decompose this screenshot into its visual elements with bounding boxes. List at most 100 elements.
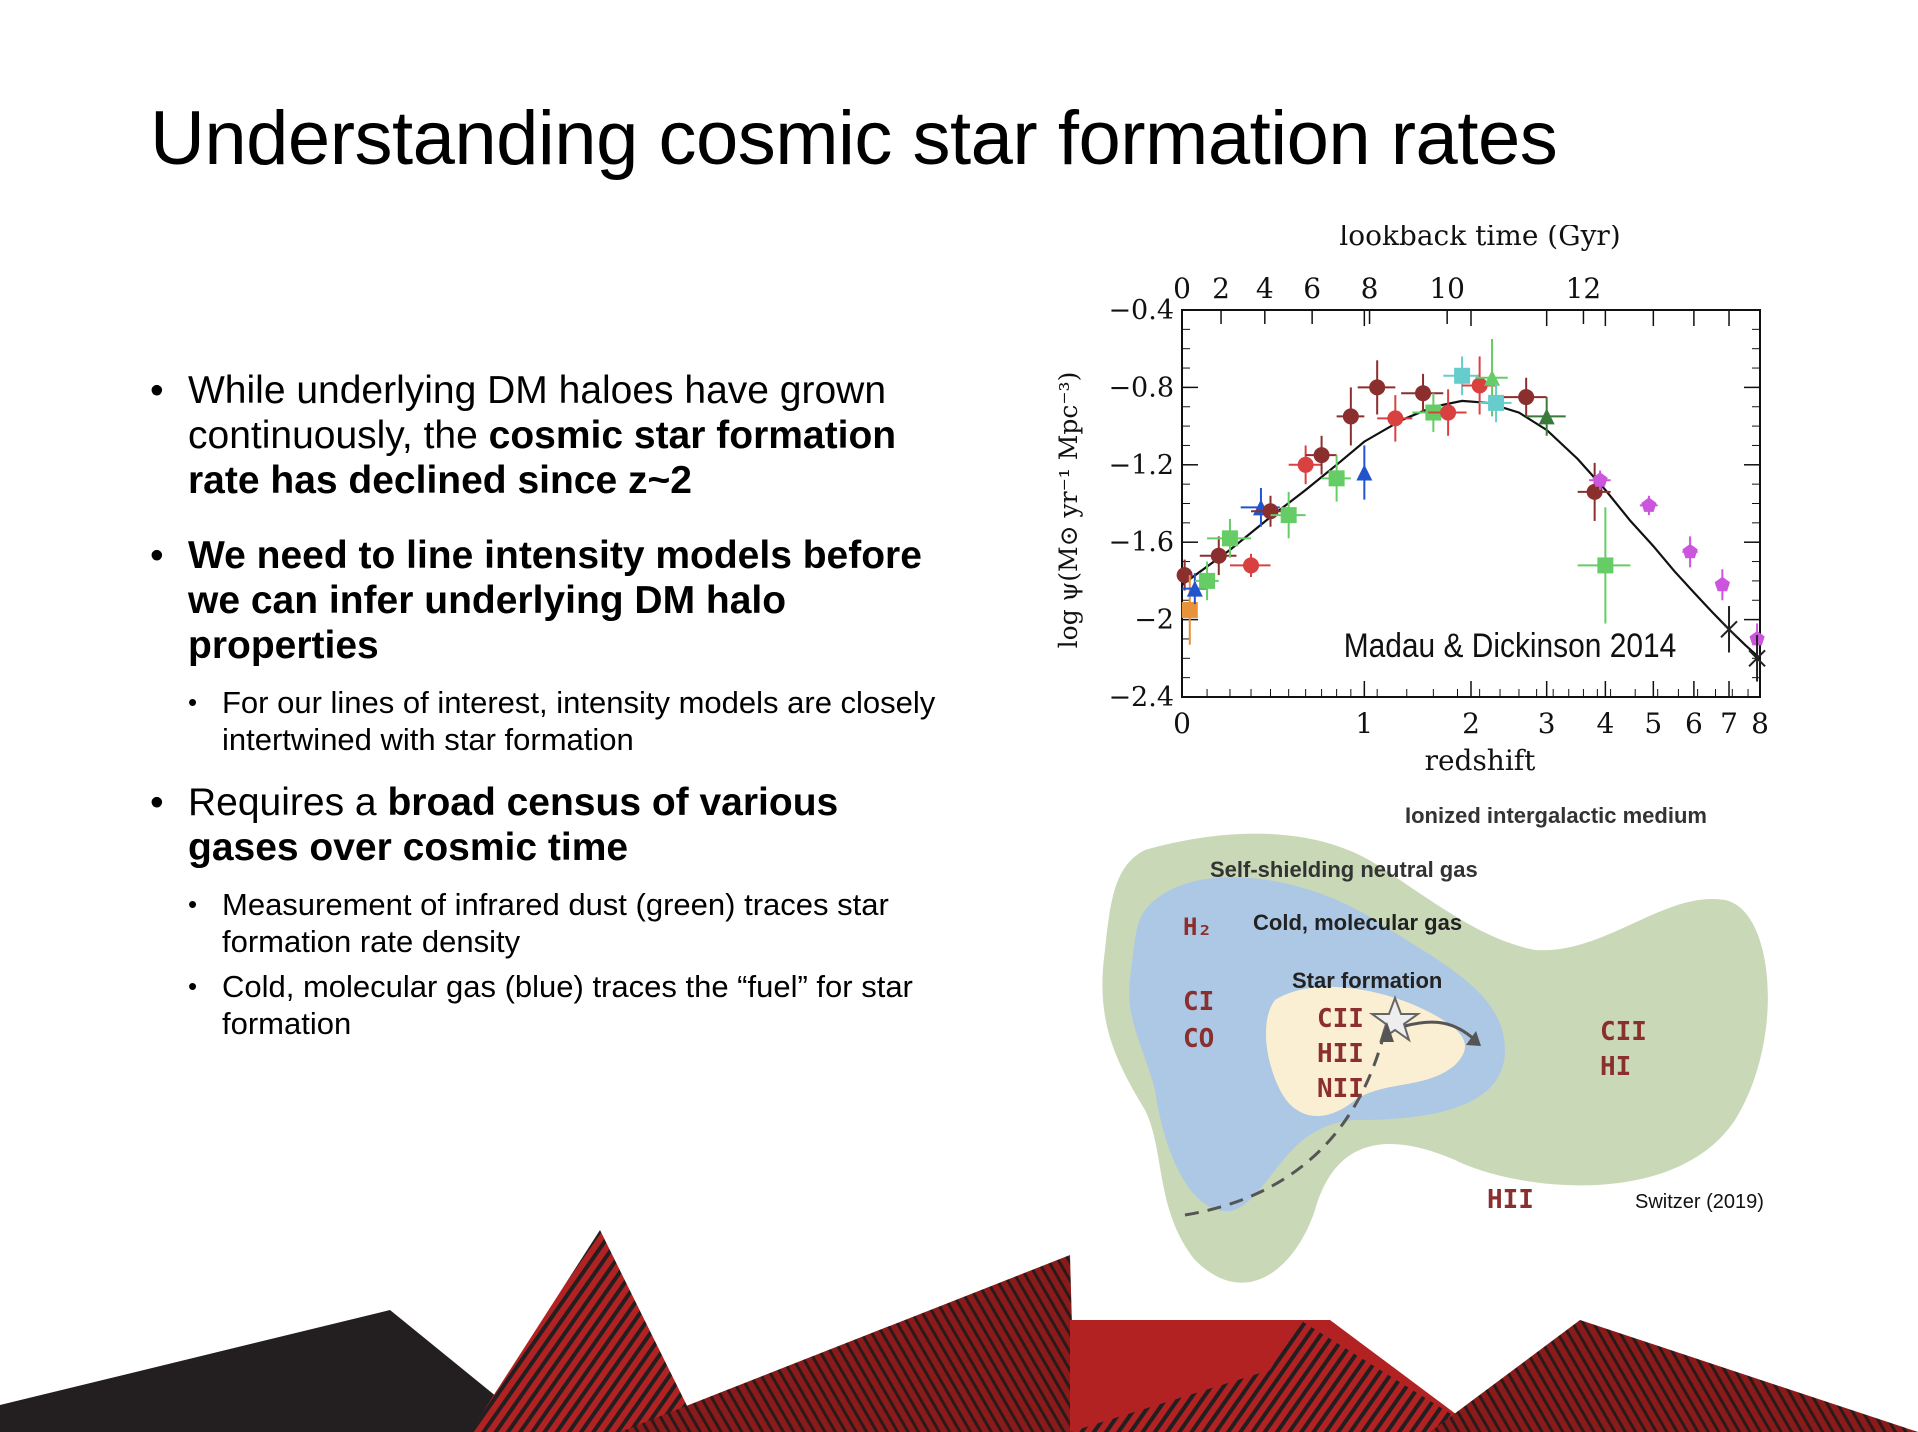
top-axis-label: lookback time (Gyr) xyxy=(1339,225,1620,252)
outflow-arrow xyxy=(1404,1020,1477,1042)
star-icon xyxy=(1368,995,1422,1043)
data-point xyxy=(1428,389,1467,436)
point-marker xyxy=(1369,379,1386,396)
x-tick-label: 7 xyxy=(1720,707,1738,740)
striped-peak-right xyxy=(1430,1320,1918,1432)
point-marker xyxy=(1243,557,1260,574)
chart-annotation: Madau & Dickinson 2014 xyxy=(1344,626,1677,664)
point-marker xyxy=(1641,497,1657,512)
data-point xyxy=(1720,606,1738,653)
data-point xyxy=(1526,397,1566,436)
point-marker xyxy=(1280,507,1297,524)
data-point xyxy=(1714,569,1730,601)
h2-label: H₂ xyxy=(1183,913,1212,941)
y-tick-label: −0.8 xyxy=(1108,372,1174,403)
x-tick-label: 3 xyxy=(1538,707,1556,740)
data-point xyxy=(1639,495,1658,516)
subbullet-text: Measurement of infrared dust (green) tra… xyxy=(222,887,889,959)
top-tick-label: 6 xyxy=(1303,272,1321,305)
data-point xyxy=(1229,553,1271,578)
subbullet-text: For our lines of interest, intensity mod… xyxy=(222,685,936,757)
striped-peak-left xyxy=(470,1230,700,1432)
top-tick-label: 2 xyxy=(1212,272,1230,305)
point-marker xyxy=(1597,557,1614,574)
striped-peak-center xyxy=(1070,1320,1480,1432)
data-point xyxy=(1577,462,1611,521)
data-point xyxy=(1176,559,1193,591)
axis-ticks: 0 1 2 3 4 5 6 7 80 2 4 6 8 10 12−0.4−0.8−1.2−1.6−2−2.4 xyxy=(1108,272,1768,740)
data-point xyxy=(1305,435,1337,475)
molecular-gas-label: Cold, molecular gas xyxy=(1253,910,1462,935)
data-point xyxy=(1181,575,1198,645)
data-point xyxy=(1479,383,1512,423)
subbullet-lines-of-interest: For our lines of interest, intensity mod… xyxy=(150,684,940,758)
sf-hii-label: HII xyxy=(1317,1039,1364,1069)
x-tick-label: 0 xyxy=(1173,707,1191,740)
x-tick-label: 8 xyxy=(1751,707,1769,740)
point-marker xyxy=(1313,447,1330,464)
bullet-dm-haloes: While underlying DM haloes have grown co… xyxy=(150,368,940,503)
dark-peak xyxy=(0,1310,540,1432)
y-tick-label: −0.4 xyxy=(1108,295,1174,326)
point-marker xyxy=(1714,576,1730,592)
point-marker xyxy=(1176,567,1193,584)
ci-label: CI xyxy=(1183,987,1214,1017)
data-point xyxy=(1577,507,1631,624)
bullet-list: While underlying DM haloes have grown co… xyxy=(150,368,940,1072)
x-tick-label: 5 xyxy=(1644,707,1662,740)
data-point xyxy=(1336,387,1365,446)
star-formation-label: Star formation xyxy=(1292,968,1442,993)
bullet-emphasis: broad census of various gases over cosmi… xyxy=(188,781,839,869)
data-point xyxy=(1207,518,1252,558)
data-points-layer xyxy=(1176,339,1766,682)
bullet-text: Requires a xyxy=(188,781,388,824)
point-marker xyxy=(1387,410,1404,427)
data-point xyxy=(1682,536,1698,568)
infall-trajectory-arrow xyxy=(1184,1029,1387,1217)
striped-slope xyxy=(620,1255,1075,1432)
igm-hii-label: HII xyxy=(1487,1185,1534,1215)
y-tick-label: −1.6 xyxy=(1108,527,1174,558)
data-point xyxy=(1288,445,1322,485)
data-point xyxy=(1377,395,1413,442)
gas-phase-diagram: Ionized intergalactic medium Self-shield… xyxy=(1102,803,1768,1283)
x-tick-label: 1 xyxy=(1355,707,1373,740)
point-marker xyxy=(1488,394,1505,411)
top-tick-label: 10 xyxy=(1429,272,1465,305)
subbullet-infrared-dust: Measurement of infrared dust (green) tra… xyxy=(150,886,940,960)
x-axis-label: redshift xyxy=(1425,744,1537,777)
data-point xyxy=(1401,373,1444,413)
bullet-text: While underlying DM haloes have grown co… xyxy=(188,369,887,457)
neutral-hi-label: HI xyxy=(1600,1052,1631,1082)
point-marker xyxy=(1415,385,1432,402)
point-marker xyxy=(1297,456,1314,473)
y-axis-label: log ψ(M⊙ yr⁻¹ Mpc⁻³) xyxy=(1054,372,1083,649)
point-marker xyxy=(1199,572,1216,589)
infall-arrowhead-icon xyxy=(1381,1022,1394,1042)
x-tick-label: 6 xyxy=(1685,707,1703,740)
data-point xyxy=(1270,491,1306,539)
footer-decoration xyxy=(0,1230,1918,1432)
y-tick-label: −2.4 xyxy=(1108,682,1174,713)
point-marker xyxy=(1586,483,1603,500)
y-tick-label: −1.2 xyxy=(1108,450,1174,481)
point-marker xyxy=(1328,470,1345,487)
point-marker xyxy=(1748,649,1766,668)
point-marker xyxy=(1592,472,1608,487)
point-marker xyxy=(1356,464,1373,481)
data-point xyxy=(1748,635,1766,682)
bullet-census: Requires a broad census of various gases… xyxy=(150,780,940,870)
point-marker xyxy=(1210,547,1227,564)
data-point xyxy=(1503,377,1547,417)
point-marker xyxy=(1440,404,1457,421)
sf-nii-label: NII xyxy=(1317,1074,1364,1104)
neutral-cii-label: CII xyxy=(1600,1017,1647,1047)
point-marker xyxy=(1518,389,1535,406)
fit-curve xyxy=(1181,399,1761,660)
point-marker xyxy=(1186,580,1203,597)
star-formation-region xyxy=(1265,986,1465,1117)
co-label: CO xyxy=(1183,1024,1214,1054)
data-point xyxy=(1321,455,1351,502)
point-marker xyxy=(1181,601,1198,618)
neutral-gas-label: Self-shielding neutral gas xyxy=(1210,857,1478,882)
